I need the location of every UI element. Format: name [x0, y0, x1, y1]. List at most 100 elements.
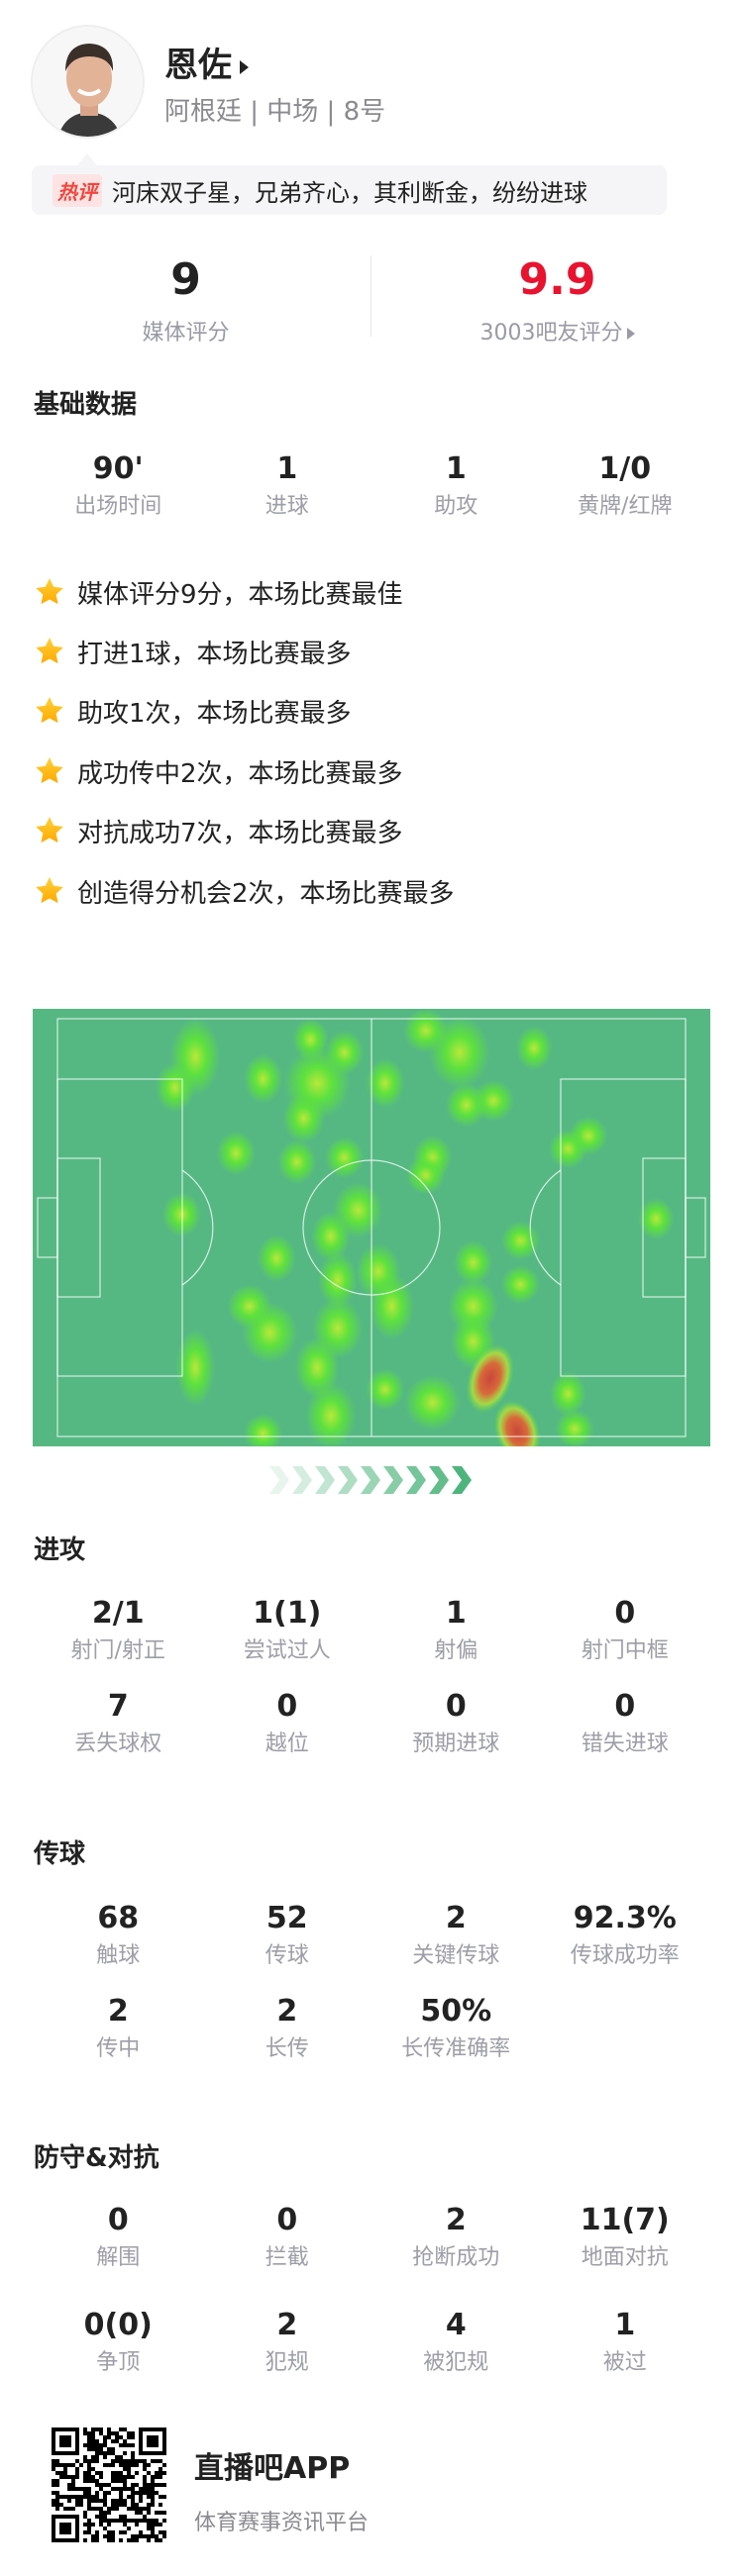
stat-value: 0	[614, 1596, 636, 1631]
stat-defense-4: 0(0) 争顶	[34, 2308, 203, 2377]
heat-blob	[175, 1329, 215, 1407]
stat-value: 4	[445, 2308, 467, 2342]
defense-stats: 0 解围 0 拦截 2 抢断成功 11(7) 地面对抗 0(0) 争顶 2 犯规 4 被犯规 1 被过	[34, 2203, 709, 2377]
fan-rating[interactable]: 9.9 3003吧友评分	[372, 255, 743, 347]
section-title-passing: 传球	[34, 1839, 86, 1869]
stat-value: 11(7)	[580, 2203, 670, 2237]
stat-value: 52	[265, 1901, 308, 1935]
heat-blob	[243, 1053, 283, 1104]
stat-label: 射门/射正	[70, 1638, 165, 1663]
heat-blob	[404, 1374, 461, 1431]
highlight-text: 媒体评分9分，本场比赛最佳	[77, 579, 403, 610]
heat-blob	[473, 1079, 515, 1122]
stat-attack-6: 0 预期进球	[372, 1689, 541, 1758]
heat-blob	[277, 1139, 317, 1185]
stat-value: 1	[445, 1596, 467, 1631]
stat-value: 2	[276, 1994, 298, 2029]
stat-label: 预期进球	[412, 1732, 500, 1756]
media-rating-value: 9	[170, 254, 201, 305]
highlight-item: 创造得分机会2次，本场比赛最多	[34, 871, 455, 911]
stat-label: 触球	[96, 1943, 141, 1968]
star-icon	[36, 697, 63, 724]
chevron-right-icon	[269, 1466, 289, 1494]
chevron-right-icon	[361, 1466, 380, 1494]
stat-attack-5: 0 越位	[203, 1689, 372, 1758]
heat-blob	[156, 1062, 195, 1113]
player-info: 阿根廷 | 中场 | 8号	[164, 97, 386, 127]
heat-hotspot	[466, 1343, 514, 1414]
stat-label: 长传准确率	[401, 2036, 511, 2061]
stat-value: 1(1)	[253, 1596, 322, 1631]
stat-label: 射偏	[434, 1638, 478, 1663]
stat-label: 地面对抗	[581, 2245, 669, 2270]
stat-value: 90'	[92, 451, 144, 486]
stat-passing-5: 2 长传	[203, 1994, 372, 2063]
highlight-text: 助攻1次，本场比赛最多	[77, 698, 352, 729]
stat-value: 2	[445, 2203, 467, 2237]
attack-stats: 2/1 射门/射正 1(1) 尝试过人 1 射偏 0 射门中框 7 丢失球权 0 越位 0 预期进球 0 错失…	[34, 1596, 709, 1758]
heat-blob	[325, 1137, 365, 1179]
pitch-lines	[37, 1018, 706, 1437]
stat-label: 犯规	[265, 2350, 309, 2375]
chevron-right-icon	[292, 1466, 312, 1494]
stat-value: 2	[445, 1901, 467, 1935]
stat-defense-1: 0 拦截	[203, 2203, 372, 2272]
stat-label: 被犯规	[423, 2350, 489, 2375]
heat-blobs	[156, 1009, 675, 1446]
chevron-right-icon	[429, 1466, 449, 1494]
heat-blob	[515, 1026, 553, 1071]
star-icon	[36, 817, 63, 843]
heat-blob	[318, 1252, 358, 1309]
stat-defense-0: 0 解围	[34, 2203, 203, 2272]
chevron-right-icon	[338, 1466, 358, 1494]
stat-label: 尝试过人	[243, 1638, 331, 1663]
highlight-item: 打进1球，本场比赛最多	[34, 632, 352, 671]
qr-code-icon[interactable]	[52, 2427, 166, 2542]
stat-value: 2	[276, 2308, 298, 2342]
heat-blob	[242, 1302, 298, 1363]
stat-passing-0: 68 触球	[34, 1901, 203, 1970]
highlight-text: 对抗成功7次，本场比赛最多	[77, 818, 403, 848]
stat-label: 被过	[602, 2350, 647, 2375]
hot-comment[interactable]: 热评 河床双子星，兄弟齐心，其利断金，纷纷进球	[32, 165, 667, 215]
stat-value: 1/0	[598, 451, 652, 486]
heat-blob	[366, 1057, 405, 1109]
stat-passing-3: 92.3% 传球成功率	[541, 1901, 710, 1970]
highlight-text: 打进1球，本场比赛最多	[77, 639, 352, 669]
stat-attack-7: 0 错失进球	[541, 1689, 710, 1758]
stat-label: 解围	[96, 2245, 141, 2270]
stat-value: 0	[445, 1689, 467, 1724]
star-icon	[36, 757, 63, 784]
stat-label: 丢失球权	[74, 1732, 162, 1756]
stat-label: 进球	[265, 494, 309, 519]
stat-defense-3: 11(7) 地面对抗	[541, 2203, 710, 2272]
stat-value: 0	[107, 2203, 129, 2237]
heat-blob	[406, 1155, 446, 1195]
hot-comment-badge: 热评	[53, 173, 102, 207]
fan-rating-value: 9.9	[518, 254, 596, 305]
stat-label: 越位	[265, 1732, 309, 1756]
player-name[interactable]: 恩佐	[164, 38, 249, 86]
stat-basic-3: 1/0 黄牌/红牌	[541, 451, 710, 521]
passing-stats: 68 触球 52 传球 2 关键传球 92.3% 传球成功率 2 传中 2 长传 50% 长传准确率	[34, 1901, 709, 2063]
heat-blob	[282, 1093, 325, 1143]
stat-label: 射门中框	[581, 1638, 669, 1663]
app-name: 直播吧APP	[194, 2451, 351, 2486]
highlight-item: 助攻1次，本场比赛最多	[34, 691, 352, 731]
stat-attack-3: 0 射门中框	[541, 1596, 710, 1665]
stat-value: 1	[276, 451, 298, 486]
media-rating: 9 媒体评分	[0, 255, 372, 347]
player-avatar[interactable]	[31, 25, 145, 139]
stat-label: 长传	[265, 2036, 309, 2061]
stat-label: 助攻	[434, 494, 478, 519]
heatmap-pitch	[33, 1009, 710, 1446]
stat-defense-7: 1 被过	[541, 2308, 710, 2377]
stat-value: 7	[107, 1689, 129, 1724]
stat-label: 传中	[96, 2036, 141, 2061]
highlight-item: 对抗成功7次，本场比赛最多	[34, 811, 403, 850]
heat-blob	[500, 1264, 541, 1305]
stat-passing-6: 50% 长传准确率	[372, 1994, 541, 2063]
stat-passing-1: 52 传球	[203, 1901, 372, 1970]
attack-direction-arrows	[269, 1466, 472, 1494]
media-rating-label: 媒体评分	[142, 321, 230, 346]
